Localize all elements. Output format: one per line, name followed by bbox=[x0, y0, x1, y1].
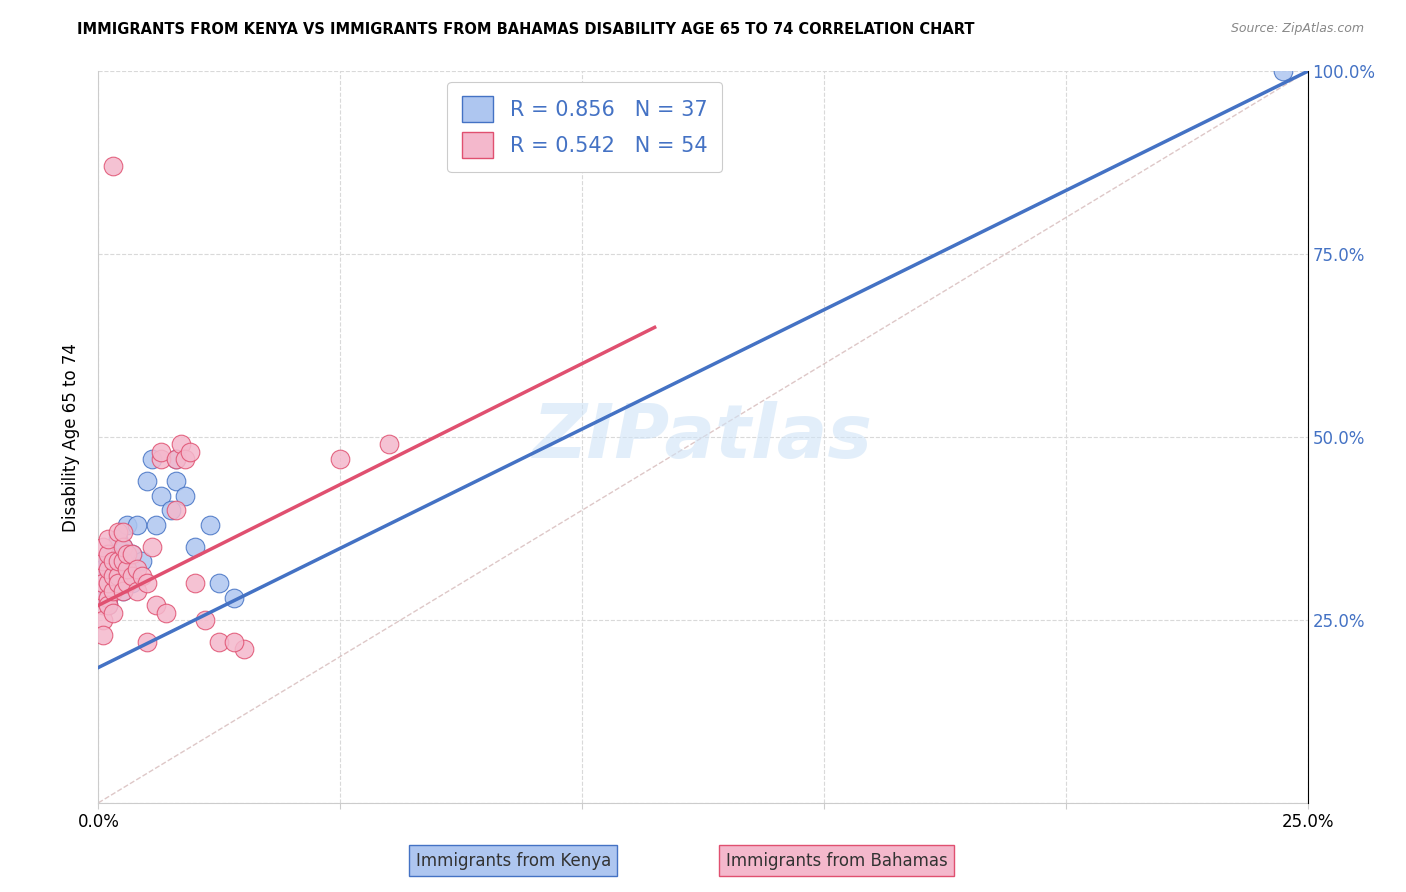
Point bbox=[107, 525, 129, 540]
Point bbox=[97, 562, 120, 576]
Point bbox=[111, 562, 134, 576]
Point bbox=[111, 525, 134, 540]
Point bbox=[131, 569, 153, 583]
Point bbox=[101, 576, 124, 591]
Point bbox=[141, 452, 163, 467]
Point bbox=[329, 452, 352, 467]
Point bbox=[208, 576, 231, 591]
Point bbox=[91, 599, 114, 613]
Point bbox=[97, 591, 120, 605]
Point bbox=[111, 583, 134, 598]
Point bbox=[117, 517, 139, 532]
Legend: R = 0.856   N = 37, R = 0.542   N = 54: R = 0.856 N = 37, R = 0.542 N = 54 bbox=[447, 82, 723, 172]
Point bbox=[121, 547, 143, 561]
Point bbox=[135, 635, 157, 649]
Point bbox=[127, 583, 149, 598]
Point bbox=[101, 160, 124, 174]
Point bbox=[91, 576, 114, 591]
Point bbox=[117, 562, 139, 576]
Point bbox=[194, 613, 217, 627]
Point bbox=[150, 452, 173, 467]
Y-axis label: Disability Age 65 to 74: Disability Age 65 to 74 bbox=[62, 343, 80, 532]
Point bbox=[165, 452, 187, 467]
Point bbox=[111, 540, 134, 554]
Point bbox=[91, 554, 114, 568]
Point bbox=[97, 583, 120, 598]
Point bbox=[107, 554, 129, 568]
Text: IMMIGRANTS FROM KENYA VS IMMIGRANTS FROM BAHAMAS DISABILITY AGE 65 TO 74 CORRELA: IMMIGRANTS FROM KENYA VS IMMIGRANTS FROM… bbox=[77, 22, 974, 37]
Point bbox=[121, 576, 143, 591]
Point bbox=[107, 554, 129, 568]
Point bbox=[97, 554, 120, 568]
Point bbox=[101, 583, 124, 598]
Point bbox=[91, 540, 114, 554]
Point bbox=[91, 576, 114, 591]
Point bbox=[208, 635, 231, 649]
Point bbox=[97, 533, 120, 547]
Point bbox=[121, 569, 143, 583]
Point bbox=[155, 606, 177, 620]
Point bbox=[121, 547, 143, 561]
Point bbox=[117, 547, 139, 561]
Point bbox=[184, 540, 207, 554]
Point bbox=[145, 599, 167, 613]
Point bbox=[101, 583, 124, 598]
Point bbox=[111, 554, 134, 568]
Point bbox=[165, 474, 187, 488]
Point bbox=[91, 569, 114, 583]
Point bbox=[165, 503, 187, 517]
Point bbox=[107, 569, 129, 583]
Point bbox=[91, 627, 114, 641]
Point bbox=[101, 554, 124, 568]
Text: Immigrants from Bahamas: Immigrants from Bahamas bbox=[725, 852, 948, 870]
Point bbox=[141, 540, 163, 554]
Point bbox=[127, 562, 149, 576]
Point bbox=[97, 569, 120, 583]
Point bbox=[150, 489, 173, 503]
Point bbox=[97, 599, 120, 613]
Point bbox=[111, 540, 134, 554]
Point bbox=[198, 517, 221, 532]
Point bbox=[97, 591, 120, 605]
Point bbox=[91, 562, 114, 576]
Point bbox=[174, 452, 197, 467]
Point bbox=[101, 569, 124, 583]
Point bbox=[101, 606, 124, 620]
Point bbox=[127, 517, 149, 532]
Point bbox=[222, 635, 245, 649]
Point bbox=[174, 489, 197, 503]
Point bbox=[107, 533, 129, 547]
Point bbox=[97, 599, 120, 613]
Point bbox=[1272, 64, 1295, 78]
Point bbox=[184, 576, 207, 591]
Point bbox=[91, 583, 114, 598]
Point bbox=[160, 503, 183, 517]
Point bbox=[111, 583, 134, 598]
Point bbox=[117, 576, 139, 591]
Point bbox=[222, 591, 245, 605]
Text: Source: ZipAtlas.com: Source: ZipAtlas.com bbox=[1230, 22, 1364, 36]
Point bbox=[377, 437, 399, 451]
Point bbox=[97, 576, 120, 591]
Point bbox=[135, 576, 157, 591]
Point bbox=[145, 517, 167, 532]
Point bbox=[101, 562, 124, 576]
Point bbox=[107, 576, 129, 591]
Point bbox=[91, 613, 114, 627]
Text: Immigrants from Kenya: Immigrants from Kenya bbox=[416, 852, 610, 870]
Point bbox=[169, 437, 191, 451]
Point bbox=[117, 569, 139, 583]
Point bbox=[91, 587, 114, 601]
Point bbox=[150, 444, 173, 458]
Point bbox=[179, 444, 201, 458]
Point bbox=[97, 547, 120, 561]
Text: ZIPatlas: ZIPatlas bbox=[533, 401, 873, 474]
Point bbox=[232, 642, 254, 657]
Point bbox=[101, 547, 124, 561]
Point bbox=[135, 474, 157, 488]
Point bbox=[131, 554, 153, 568]
Point bbox=[165, 452, 187, 467]
Point bbox=[107, 569, 129, 583]
